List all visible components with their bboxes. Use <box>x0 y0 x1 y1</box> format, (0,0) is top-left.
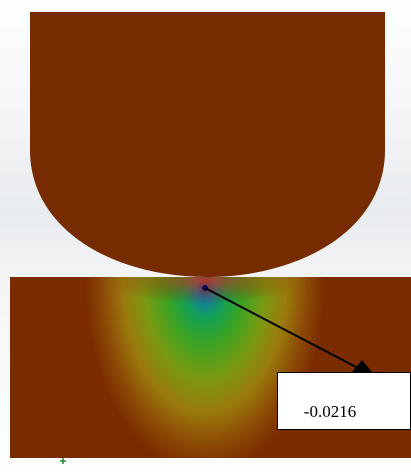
annotation-label: -0.0216 <box>304 402 356 421</box>
stress-hotspot <box>10 277 411 317</box>
simulation-view: -0.0216 <box>0 0 411 475</box>
page: -0.0216 (() => { const data = JSON.parse… <box>0 0 411 475</box>
upper-body <box>30 12 385 277</box>
